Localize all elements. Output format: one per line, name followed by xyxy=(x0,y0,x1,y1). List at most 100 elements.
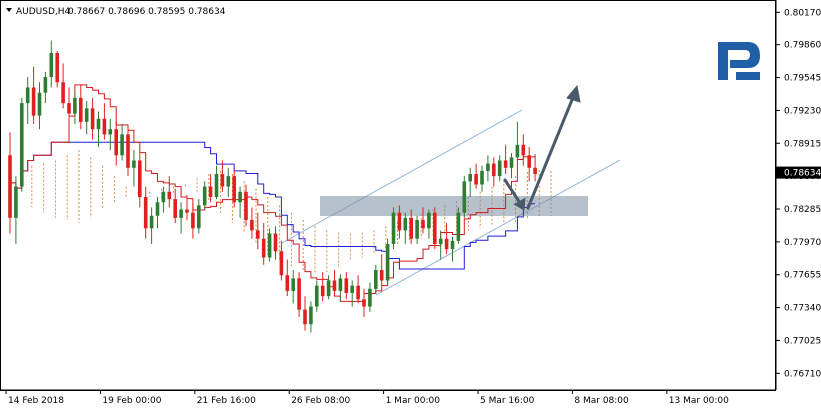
candle[interactable] xyxy=(315,280,319,312)
candle[interactable] xyxy=(256,212,260,250)
candle[interactable] xyxy=(232,169,236,208)
candle[interactable] xyxy=(55,50,59,88)
candle[interactable] xyxy=(521,134,526,166)
candle[interactable] xyxy=(486,155,490,182)
candle[interactable] xyxy=(14,176,18,244)
candle[interactable] xyxy=(421,207,425,234)
candle[interactable] xyxy=(261,223,266,265)
candle[interactable] xyxy=(167,176,172,208)
candle[interactable] xyxy=(220,160,225,192)
candle[interactable] xyxy=(202,181,207,210)
candle[interactable] xyxy=(149,207,154,244)
candle[interactable] xyxy=(503,144,508,175)
candle[interactable] xyxy=(25,77,30,124)
candle[interactable] xyxy=(356,275,360,304)
candle[interactable] xyxy=(379,254,384,286)
candle[interactable] xyxy=(244,184,248,227)
candle[interactable] xyxy=(273,226,278,260)
candle[interactable] xyxy=(155,197,160,229)
candle[interactable] xyxy=(238,186,242,218)
candle-body xyxy=(326,280,331,297)
candle[interactable] xyxy=(444,223,449,255)
candle[interactable] xyxy=(497,155,502,182)
candle[interactable] xyxy=(474,163,478,189)
candle[interactable] xyxy=(433,207,437,250)
candle[interactable] xyxy=(185,194,189,220)
candle[interactable] xyxy=(509,153,514,179)
candle[interactable] xyxy=(450,236,455,262)
candle[interactable] xyxy=(385,238,390,286)
candle[interactable] xyxy=(344,272,349,300)
candle[interactable] xyxy=(84,101,89,135)
candle[interactable] xyxy=(409,209,413,244)
candle[interactable] xyxy=(114,121,118,166)
candle[interactable] xyxy=(267,228,272,262)
candle[interactable] xyxy=(403,212,408,244)
candle[interactable] xyxy=(90,97,95,140)
candle[interactable] xyxy=(173,188,177,224)
candle[interactable] xyxy=(208,174,213,203)
candle[interactable] xyxy=(120,123,124,161)
candle[interactable] xyxy=(391,207,396,250)
candle[interactable] xyxy=(96,111,101,147)
candle[interactable] xyxy=(326,275,331,300)
candle[interactable] xyxy=(20,97,24,192)
candle[interactable] xyxy=(427,209,431,239)
candle[interactable] xyxy=(415,215,419,244)
candle[interactable] xyxy=(126,129,130,177)
candle[interactable] xyxy=(320,272,325,302)
candle[interactable] xyxy=(492,157,496,187)
candle[interactable] xyxy=(8,132,12,234)
candle[interactable] xyxy=(250,207,254,239)
triangle-down-icon[interactable] xyxy=(6,8,12,12)
candle[interactable] xyxy=(49,40,54,88)
candle[interactable] xyxy=(61,63,65,109)
candle[interactable] xyxy=(303,296,307,331)
candle[interactable] xyxy=(291,270,295,304)
candle[interactable] xyxy=(438,230,443,260)
candle[interactable] xyxy=(462,176,467,218)
candle[interactable] xyxy=(73,92,77,124)
candle[interactable] xyxy=(214,165,219,200)
candle[interactable] xyxy=(285,259,290,297)
candle-body xyxy=(444,238,449,250)
candle[interactable] xyxy=(143,186,148,239)
candle[interactable] xyxy=(161,186,166,213)
candle[interactable] xyxy=(338,274,343,302)
candle[interactable] xyxy=(456,207,461,244)
channel-lower-line[interactable] xyxy=(375,159,621,296)
up-arrow[interactable] xyxy=(526,93,576,210)
candle[interactable] xyxy=(138,153,142,208)
candle[interactable] xyxy=(527,146,531,182)
candle[interactable] xyxy=(297,272,301,317)
candle[interactable] xyxy=(374,264,378,293)
candle[interactable] xyxy=(43,71,48,104)
candle[interactable] xyxy=(37,82,42,130)
candle[interactable] xyxy=(67,87,71,119)
candle[interactable] xyxy=(226,167,231,197)
candle[interactable] xyxy=(197,199,201,234)
candle[interactable] xyxy=(397,205,402,239)
candle[interactable] xyxy=(533,155,537,182)
candle[interactable] xyxy=(480,165,484,192)
y-tick-label: 0.79860 xyxy=(784,41,821,51)
candle[interactable] xyxy=(332,270,337,297)
candle[interactable] xyxy=(368,282,372,312)
channel-upper-line[interactable] xyxy=(281,109,523,244)
candle[interactable] xyxy=(279,240,284,281)
candle[interactable] xyxy=(108,118,113,151)
candle[interactable] xyxy=(468,167,472,197)
candle[interactable] xyxy=(102,103,107,140)
candle[interactable] xyxy=(350,280,354,307)
candle[interactable] xyxy=(31,66,36,124)
candle[interactable] xyxy=(79,84,83,130)
candle-body xyxy=(338,278,343,291)
candle[interactable] xyxy=(191,205,195,239)
candle[interactable] xyxy=(179,202,183,234)
candle[interactable] xyxy=(515,121,520,161)
candle[interactable] xyxy=(309,301,313,333)
candle[interactable] xyxy=(362,288,366,317)
candle[interactable] xyxy=(132,150,136,187)
support-zone[interactable] xyxy=(320,196,588,216)
